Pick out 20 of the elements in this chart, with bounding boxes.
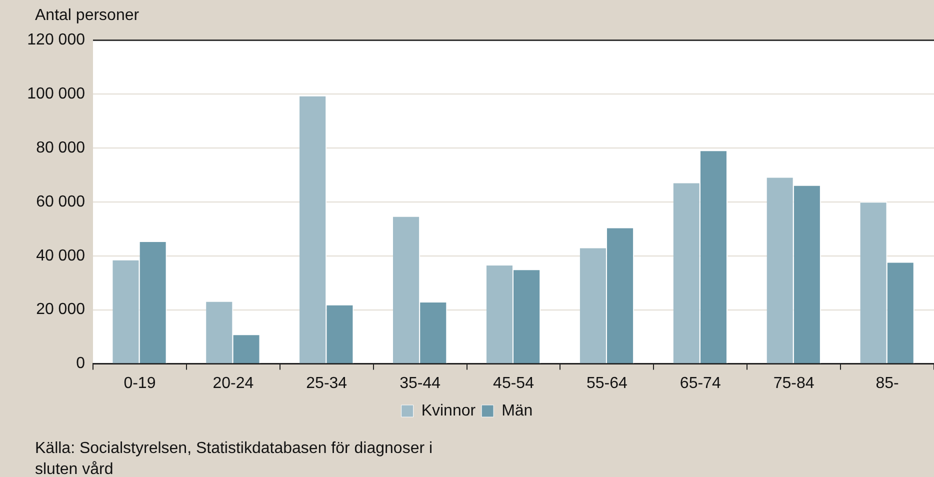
text: Källa: Socialstyrelsen, Statistikdatabasen för diagnoser i sluten vård	[35, 440, 433, 477]
x-tick-label: 45-54	[493, 374, 534, 392]
x-tick-label: 55-64	[586, 374, 628, 392]
y-tick-label: 20 000	[36, 301, 86, 318]
x-tick-label: 20-24	[212, 374, 254, 392]
x-tick-label: 0-19	[124, 374, 156, 392]
y-tick-label: 120 000	[27, 31, 86, 48]
y-axis-title: Antal personer	[35, 7, 140, 24]
x-tick-label: 65-74	[680, 374, 721, 392]
y-tick-label: 80 000	[36, 139, 86, 156]
y-tick-label: 40 000	[36, 247, 86, 264]
y-tick-label: 100 000	[27, 85, 86, 102]
y-tick-label: 0	[76, 355, 86, 372]
x-tick-label: 35-44	[400, 374, 441, 392]
x-tick-label: 75-84	[773, 374, 814, 392]
legend-label: Kvinnor	[421, 402, 476, 420]
legend-label: Män	[502, 402, 533, 420]
y-tick-label: 60 000	[36, 193, 86, 210]
x-tick-label: 25-34	[306, 374, 348, 392]
x-tick-label: 85-	[876, 374, 899, 392]
